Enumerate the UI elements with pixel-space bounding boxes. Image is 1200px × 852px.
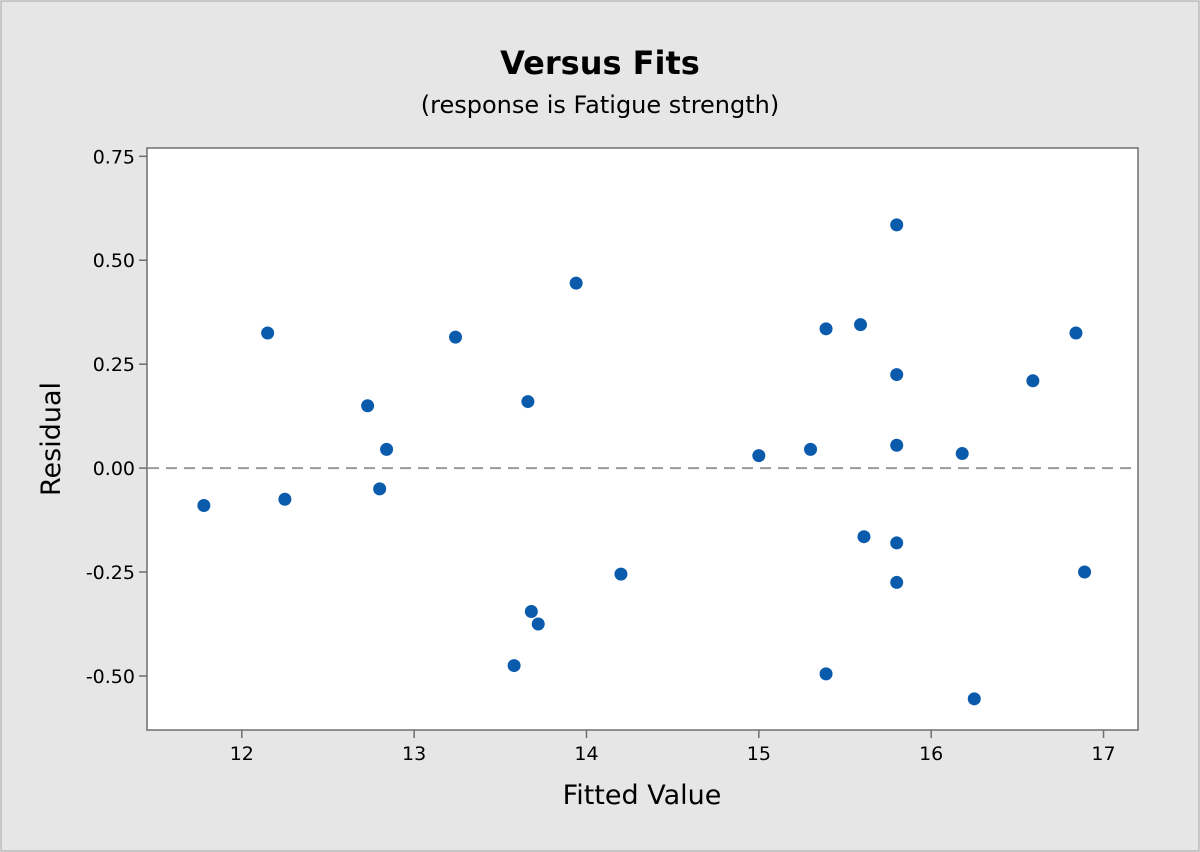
data-point bbox=[373, 482, 387, 496]
data-point bbox=[890, 536, 904, 550]
data-point bbox=[569, 276, 583, 290]
x-tick-label: 13 bbox=[402, 743, 426, 765]
y-axis: 0.75 0.50 0.25 0.00 -0.25 -0.50 bbox=[86, 146, 147, 688]
data-point bbox=[752, 449, 766, 463]
data-point bbox=[819, 667, 833, 681]
data-points bbox=[197, 218, 1092, 706]
x-axis: 12 13 14 15 16 17 bbox=[230, 730, 1116, 765]
y-tick-label: 0.25 bbox=[93, 354, 135, 376]
y-tick-label: -0.50 bbox=[86, 666, 135, 688]
data-point bbox=[380, 442, 394, 456]
data-point bbox=[890, 218, 904, 232]
data-point bbox=[521, 395, 535, 409]
x-tick-label: 17 bbox=[1091, 743, 1115, 765]
plot-area bbox=[146, 147, 1139, 731]
data-point bbox=[804, 442, 818, 456]
y-tick-label: 0.75 bbox=[93, 146, 135, 168]
x-tick-label: 16 bbox=[919, 743, 943, 765]
x-axis-label: Fitted Value bbox=[563, 780, 722, 811]
y-tick-label: -0.25 bbox=[86, 562, 135, 584]
data-point bbox=[890, 575, 904, 589]
chart-title: Versus Fits bbox=[500, 44, 700, 82]
data-point bbox=[449, 330, 463, 344]
data-point bbox=[278, 492, 292, 506]
data-point bbox=[854, 318, 868, 332]
data-point bbox=[1026, 374, 1040, 388]
data-point bbox=[967, 692, 981, 706]
data-point bbox=[524, 605, 538, 619]
data-point bbox=[507, 659, 521, 673]
y-tick-label: 0.00 bbox=[93, 458, 135, 480]
data-point bbox=[1078, 565, 1092, 579]
x-tick-label: 15 bbox=[747, 743, 771, 765]
data-point bbox=[614, 567, 628, 581]
y-tick-label: 0.50 bbox=[93, 250, 135, 272]
data-point bbox=[1069, 326, 1083, 340]
data-point bbox=[890, 368, 904, 382]
data-point bbox=[890, 438, 904, 452]
data-point bbox=[819, 322, 833, 336]
data-point bbox=[531, 617, 545, 631]
x-tick-label: 12 bbox=[230, 743, 254, 765]
x-tick-label: 14 bbox=[574, 743, 598, 765]
data-point bbox=[955, 447, 969, 461]
data-point bbox=[361, 399, 375, 413]
y-axis-label: Residual bbox=[36, 382, 67, 496]
data-point bbox=[197, 499, 211, 513]
chart-subtitle: (response is Fatigue strength) bbox=[421, 91, 779, 119]
data-point bbox=[261, 326, 275, 340]
data-point bbox=[857, 530, 871, 544]
